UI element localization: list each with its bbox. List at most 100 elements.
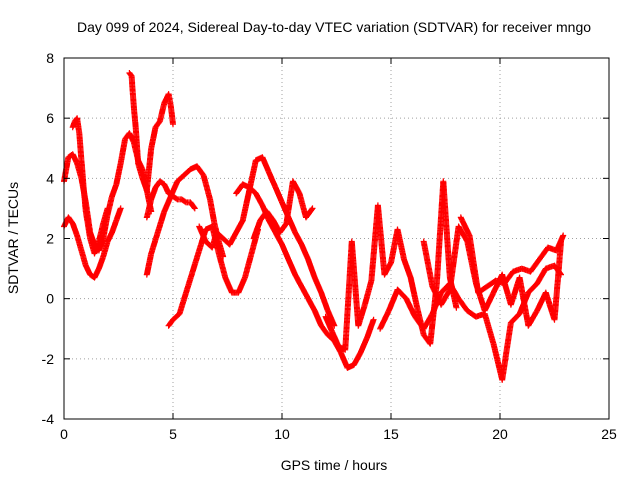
chart-title: Day 099 of 2024, Sidereal Day-to-day VTE… bbox=[77, 19, 591, 35]
data-point-markers bbox=[178, 196, 188, 205]
series-sat-track-3 bbox=[69, 115, 111, 257]
data-point-markers bbox=[401, 256, 414, 280]
data-point-markers bbox=[148, 230, 161, 257]
data-point-markers bbox=[272, 184, 285, 205]
data-point-markers bbox=[143, 146, 155, 194]
data-point-markers bbox=[536, 245, 551, 263]
data-point-markers bbox=[61, 155, 72, 185]
data-point-markers bbox=[167, 103, 176, 128]
data-point-markers bbox=[455, 223, 470, 244]
data-point-markers bbox=[481, 290, 496, 314]
data-point-markers bbox=[455, 295, 470, 313]
y-tick-label: -2 bbox=[42, 351, 55, 367]
data-point-markers bbox=[374, 202, 388, 277]
data-point-markers bbox=[200, 172, 213, 202]
data-point-markers bbox=[361, 278, 374, 308]
data-point-markers bbox=[65, 214, 75, 226]
data-point-markers bbox=[143, 251, 154, 278]
data-point-markers bbox=[74, 232, 85, 253]
data-point-markers bbox=[438, 287, 453, 308]
data-point-markers bbox=[357, 335, 370, 356]
data-point-markers bbox=[525, 308, 540, 329]
data-point-markers bbox=[507, 311, 522, 326]
x-tick-label: 10 bbox=[274, 426, 290, 442]
y-tick-label: 8 bbox=[46, 50, 54, 66]
data-point-markers bbox=[80, 184, 89, 214]
data-point-markers bbox=[457, 214, 472, 238]
y-tick-label: 4 bbox=[46, 170, 54, 186]
data-point-markers bbox=[516, 274, 532, 328]
data-point-markers bbox=[207, 196, 218, 226]
data-point-markers bbox=[305, 256, 318, 280]
data-point-markers bbox=[407, 274, 420, 310]
data-point-markers bbox=[165, 317, 176, 329]
data-point-markers bbox=[298, 241, 311, 262]
data-point-markers bbox=[187, 199, 198, 212]
data-point-markers bbox=[329, 328, 342, 349]
data-point-markers bbox=[165, 91, 174, 108]
data-point-markers bbox=[78, 247, 89, 268]
data-point-markers bbox=[403, 295, 418, 319]
x-tick-label: 20 bbox=[492, 426, 508, 442]
data-point-markers bbox=[235, 275, 248, 296]
data-point-markers bbox=[311, 307, 324, 328]
data-point-markers bbox=[113, 205, 124, 224]
y-tick-label: 0 bbox=[46, 291, 54, 307]
data-point-markers bbox=[109, 218, 119, 236]
data-point-markers bbox=[161, 194, 174, 215]
data-point-markers bbox=[241, 251, 255, 281]
series-sat-track-10 bbox=[250, 178, 316, 242]
x-tick-label: 15 bbox=[383, 426, 399, 442]
data-point-markers bbox=[446, 224, 462, 293]
data-point-markers bbox=[525, 281, 540, 296]
data-point-markers bbox=[303, 205, 316, 221]
data-point-markers bbox=[156, 101, 167, 125]
x-axis-label: GPS time / hours bbox=[281, 457, 388, 473]
data-point-markers bbox=[148, 185, 159, 203]
data-point-markers bbox=[215, 250, 228, 280]
data-point-markers bbox=[239, 188, 252, 224]
data-point-markers bbox=[337, 349, 350, 370]
data-point-markers bbox=[364, 316, 377, 341]
data-point-markers bbox=[553, 232, 567, 254]
data-point-markers bbox=[69, 220, 80, 238]
data-point-markers bbox=[152, 119, 163, 131]
data-point-markers bbox=[135, 160, 146, 181]
data-point-markers bbox=[305, 295, 318, 313]
data-point-markers bbox=[377, 308, 392, 332]
data-point-markers bbox=[350, 350, 363, 368]
series-sat-track-12 bbox=[377, 262, 564, 383]
grid bbox=[64, 58, 609, 419]
series-sat-track-6 bbox=[143, 163, 227, 278]
data-point-markers bbox=[154, 209, 167, 236]
series-sat-track-14 bbox=[457, 214, 567, 296]
data-point-markers bbox=[324, 307, 338, 329]
data-point-markers bbox=[176, 290, 189, 317]
data-point-markers bbox=[292, 229, 304, 247]
data-point-markers bbox=[551, 238, 564, 323]
data-point-markers bbox=[394, 286, 409, 301]
data-point-markers bbox=[156, 178, 167, 187]
data-point-markers bbox=[167, 179, 180, 200]
data-point-markers bbox=[440, 178, 453, 280]
data-point-markers bbox=[420, 311, 435, 332]
data-point-markers bbox=[246, 184, 258, 196]
data-point-markers bbox=[283, 179, 296, 227]
data-point-markers bbox=[128, 73, 137, 108]
data-point-markers bbox=[82, 208, 93, 241]
data-point-markers bbox=[289, 178, 302, 196]
data-point-markers bbox=[100, 205, 111, 227]
data-point-markers bbox=[100, 239, 111, 260]
data-point-markers bbox=[355, 302, 368, 329]
data-point-markers bbox=[272, 229, 285, 247]
data-point-markers bbox=[189, 248, 202, 275]
data-point-markers bbox=[113, 161, 124, 188]
y-tick-label: 2 bbox=[46, 231, 54, 247]
data-point-markers bbox=[481, 310, 497, 346]
data-point-markers bbox=[466, 232, 481, 295]
data-point-markers bbox=[279, 241, 291, 262]
series-sat-track-9 bbox=[233, 181, 377, 371]
data-point-markers bbox=[76, 130, 85, 162]
data-point-markers bbox=[381, 260, 394, 278]
